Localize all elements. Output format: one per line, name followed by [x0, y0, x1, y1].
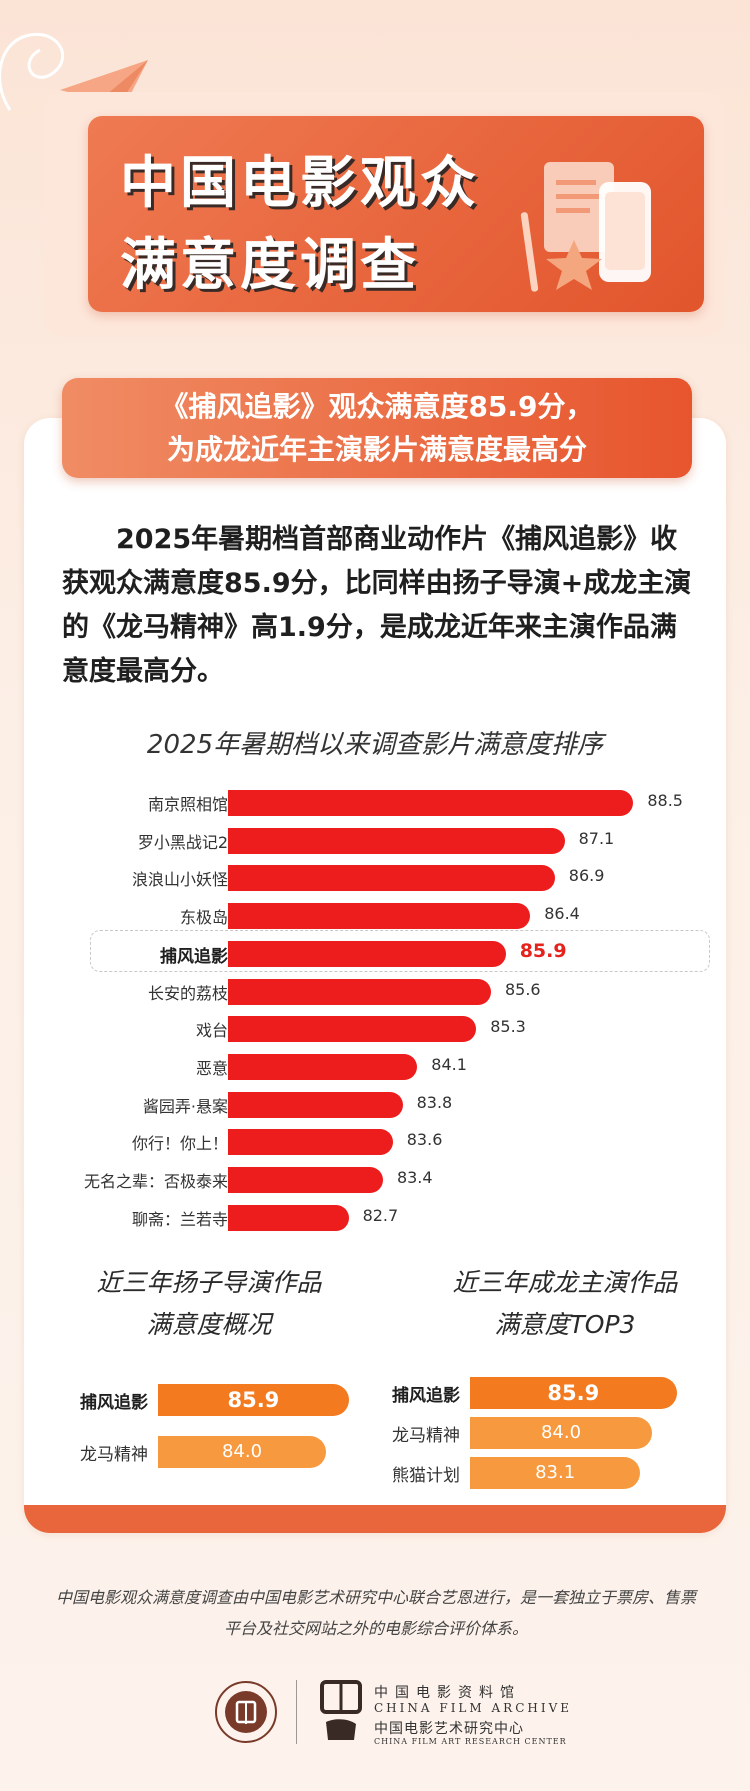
org-name-cn-2: 中国电影艺术研究中心 — [374, 1721, 524, 1737]
ranking-bar — [228, 1091, 403, 1118]
ranking-row: 长安的荔枝 85.6 — [0, 977, 750, 1007]
ranking-row: 酱园弄·悬案 83.8 — [0, 1090, 750, 1120]
ranking-value: 86.4 — [544, 904, 580, 924]
ranking-value: 87.1 — [578, 828, 615, 848]
footnote: 中国电影观众满意度调查由中国电影艺术研究中心联合艺恩进行，是一套独立于票房、售票… — [56, 1588, 697, 1638]
ranking-row: 捕风追影 85.9 — [0, 939, 750, 969]
ranking-row: 无名之辈：否极泰来 83.4 — [0, 1165, 750, 1195]
ranking-value: 82.7 — [362, 1205, 399, 1225]
headline-banner: 《捕风追影》观众满意度85.9分， 为成龙近年主演影片满意度最高分 — [62, 378, 692, 478]
swirl-decoration — [0, 33, 64, 111]
survey-document-icon — [520, 162, 651, 292]
logo-area: 中国电影资料馆 CHINA FILM ARCHIVE 中国电影艺术研究中心 CH… — [0, 1672, 750, 1772]
ranking-bar — [228, 978, 491, 1005]
org-name-en-1: CHINA FILM ARCHIVE — [374, 1701, 573, 1715]
director-chart-title-line-1: 近三年扬子导演作品 — [96, 1268, 322, 1297]
ranking-label: 酱园弄·悬案 — [142, 1096, 228, 1116]
title-banner: 中国电影观众 满意度调查 — [88, 116, 704, 312]
sub-chart-row: 捕风追影 85.9 — [325, 1377, 677, 1409]
card-bottom-strip — [24, 1505, 726, 1533]
ranking-bar — [228, 1129, 393, 1156]
sub-chart-bar: 85.9 — [470, 1377, 677, 1409]
ranking-label: 东极岛 — [179, 908, 228, 928]
ranking-bar — [228, 940, 506, 967]
page-title-line-2: 满意度调查 — [120, 233, 420, 298]
ranking-label: 你行！你上！ — [131, 1134, 228, 1154]
ranking-value: 83.6 — [406, 1130, 443, 1150]
ranking-row: 浪浪山小妖怪 86.9 — [0, 863, 750, 893]
ranking-label: 长安的荔枝 — [147, 983, 228, 1003]
ranking-bar — [228, 903, 531, 930]
sub-chart-row: 捕风追影 85.9 — [0, 1384, 349, 1416]
sub-chart-bar: 84.0 — [470, 1417, 652, 1449]
ranking-row: 南京照相馆 88.5 — [0, 788, 750, 818]
ranking-value: 86.9 — [568, 866, 605, 886]
ranking-row: 罗小黑战记2 87.1 — [0, 826, 750, 856]
ranking-row: 你行！你上！ 83.6 — [0, 1127, 750, 1157]
actor-chart-title-line-2: 满意度TOP3 — [494, 1310, 636, 1339]
ranking-row: 戏台 85.3 — [0, 1014, 750, 1044]
sub-chart-row: 龙马精神 84.0 — [0, 1436, 340, 1468]
ranking-bar — [228, 1053, 418, 1080]
org-name-cn-1: 中国电影资料馆 — [374, 1685, 521, 1701]
ranking-chart-title: 2025年暑期档以来调查影片满意度排序 — [146, 730, 604, 760]
ranking-bar — [228, 1204, 349, 1231]
sub-chart-label: 捕风追影 — [80, 1393, 148, 1413]
sub-chart-bar: 83.1 — [470, 1457, 641, 1489]
sub-chart-row: 熊猫计划 83.1 — [325, 1457, 665, 1489]
ranking-bar — [228, 790, 634, 816]
director-chart-title: 近三年扬子导演作品 满意度概况 — [56, 1262, 362, 1346]
logo-divider — [296, 1680, 297, 1744]
sub-chart-label: 龙马精神 — [392, 1426, 460, 1446]
ranking-value: 85.3 — [490, 1017, 526, 1037]
director-chart-title-line-2: 满意度概况 — [146, 1310, 272, 1339]
ranking-bar — [228, 865, 555, 892]
ranking-label: 恶意 — [195, 1058, 228, 1078]
ranking-label: 浪浪山小妖怪 — [131, 870, 228, 890]
ranking-bar — [228, 1167, 383, 1193]
ranking-label: 戏台 — [195, 1021, 228, 1041]
ranking-row: 恶意 84.1 — [0, 1052, 750, 1082]
archive-seal-logo — [215, 1681, 277, 1743]
summary-paragraph: 2025年暑期档首部商业动作片《捕风追影》收获观众满意度85.9分，比同样由扬子… — [62, 524, 692, 687]
sub-chart-label: 捕风追影 — [392, 1386, 460, 1406]
ranking-label: 罗小黑战记2 — [137, 832, 228, 852]
page-title-line-1: 中国电影观众 — [120, 151, 480, 216]
ranking-value: 88.5 — [647, 791, 683, 810]
ranking-bar — [228, 827, 565, 854]
ranking-row: 聊斋：兰若寺 82.7 — [0, 1203, 750, 1233]
highlight-frame — [90, 930, 710, 972]
ranking-value: 85.6 — [504, 979, 541, 999]
ranking-label: 捕风追影 — [160, 946, 228, 967]
actor-chart-title: 近三年成龙主演作品 满意度TOP3 — [400, 1262, 730, 1346]
sub-chart-label: 熊猫计划 — [392, 1466, 460, 1486]
sub-chart-row: 龙马精神 84.0 — [325, 1417, 665, 1449]
actor-chart-title-line-1: 近三年成龙主演作品 — [452, 1268, 678, 1297]
ranking-value: 83.4 — [396, 1168, 433, 1187]
headline-line-2: 为成龙近年主演影片满意度最高分 — [166, 433, 587, 466]
headline-line-1: 《捕风追影》观众满意度85.9分， — [160, 390, 594, 423]
sub-chart-label: 龙马精神 — [80, 1445, 148, 1465]
ranking-value: 85.9 — [519, 939, 567, 962]
ranking-value: 83.8 — [416, 1092, 453, 1112]
ranking-value: 84.1 — [431, 1054, 467, 1074]
ranking-label: 无名之辈：否极泰来 — [83, 1172, 228, 1191]
content-card — [24, 418, 726, 1533]
film-research-mark-logo — [320, 1680, 362, 1740]
ranking-label: 南京照相馆 — [147, 795, 228, 814]
ranking-bar — [228, 1016, 477, 1043]
ranking-row: 东极岛 86.4 — [0, 901, 750, 931]
org-name-en-2: CHINA FILM ART RESEARCH CENTER — [374, 1737, 567, 1746]
sub-chart-bar: 84.0 — [158, 1436, 326, 1468]
ranking-label: 聊斋：兰若寺 — [131, 1209, 228, 1229]
sub-chart-bar: 85.9 — [158, 1384, 349, 1416]
